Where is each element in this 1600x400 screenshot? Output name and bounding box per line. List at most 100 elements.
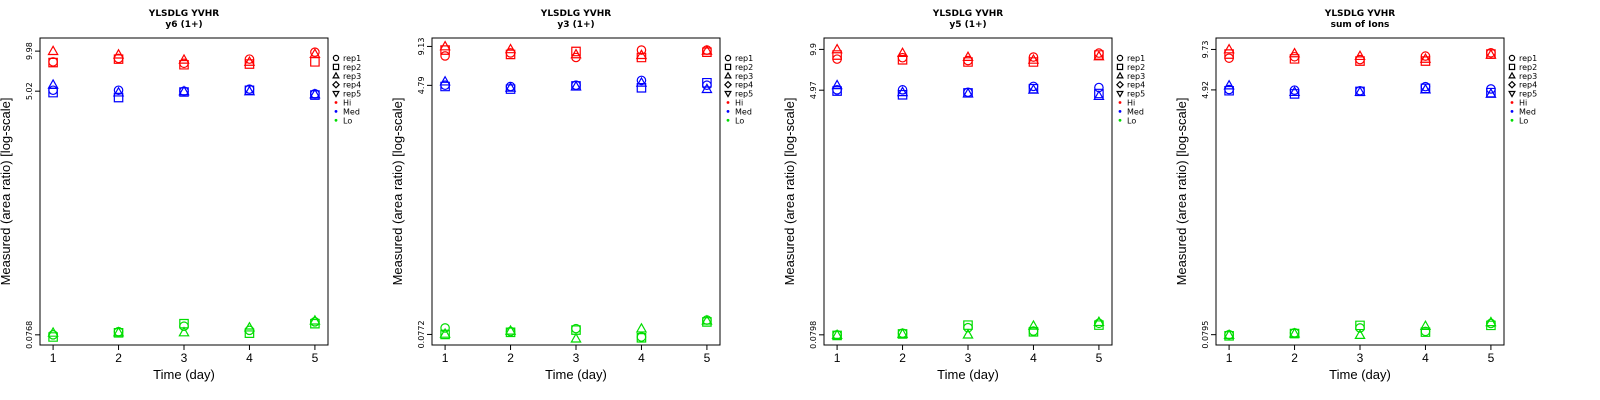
x-tick-label: 3 <box>573 351 580 365</box>
legend-symbol-triangle-up <box>724 71 732 79</box>
legend-label: rep3 <box>1519 72 1537 81</box>
legend-label: rep3 <box>1127 72 1145 81</box>
x-axis-title: Time (day) <box>153 367 215 382</box>
data-point-lo <box>47 326 59 337</box>
legend-symbol-diamond <box>724 80 732 89</box>
legend-symbol-diamond <box>1116 80 1124 89</box>
data-point-med <box>897 85 908 95</box>
data-point-med <box>962 87 974 98</box>
data-point-lo <box>570 332 582 343</box>
data-point-lo <box>635 322 648 333</box>
chart-title: YLSDLG YVHR <box>540 9 611 19</box>
data-point-hi <box>571 52 581 63</box>
legend-label: rep4 <box>735 81 753 90</box>
data-point-lo <box>701 314 713 325</box>
data-points <box>1223 43 1497 341</box>
legend-symbol-diamond <box>332 80 340 89</box>
legend-color-dot <box>1510 101 1514 104</box>
legend-symbol-circle <box>724 54 732 62</box>
data-point-lo <box>896 327 909 338</box>
legend-label: rep1 <box>735 54 753 63</box>
legend-label: rep2 <box>343 63 361 72</box>
data-point-med <box>1027 83 1040 94</box>
y-tick-label: 5.02 <box>25 82 34 100</box>
y-tick-label: 9.73 <box>1201 41 1210 59</box>
legend-label: Med <box>343 107 360 116</box>
y-axis-title: Measured (area ratio) [log-scale] <box>0 98 13 286</box>
legend-symbol-triangle-down <box>724 90 732 98</box>
data-point-lo <box>1486 320 1496 331</box>
plot-frame <box>823 37 1113 346</box>
chart-subtitle: sum of Ions <box>1331 20 1390 30</box>
legend-label: Lo <box>735 116 744 125</box>
data-point-lo <box>571 325 581 335</box>
data-point-med <box>48 87 58 98</box>
x-tick-label: 3 <box>1357 351 1364 365</box>
x-tick-label: 3 <box>181 351 188 365</box>
data-point-hi <box>896 47 909 58</box>
data-point-lo <box>309 314 321 325</box>
data-point-hi <box>1027 53 1040 64</box>
data-point-lo <box>1028 326 1039 336</box>
data-point-hi <box>963 57 973 67</box>
x-tick-label: 1 <box>50 351 57 365</box>
data-point-hi <box>1420 51 1431 61</box>
legend-label: rep2 <box>1127 63 1145 72</box>
data-point-lo <box>636 333 647 343</box>
legend-label: rep1 <box>1519 54 1537 63</box>
data-point-hi <box>310 57 320 67</box>
chart-panel-2: YLSDLG YVHR y3 (1+) 1 2 3 4 5 0.0772 4.79 9.13 Tim… <box>392 0 784 400</box>
legend-label: Lo <box>1519 116 1528 125</box>
x-tick-label: 1 <box>1226 351 1233 365</box>
legend-symbol-circle <box>1508 54 1516 62</box>
y-tick-label: 0.0772 <box>417 320 426 348</box>
data-point-lo <box>962 328 974 339</box>
chart-subtitle: y3 (1+) <box>557 20 594 30</box>
y-tick-label: 0.0798 <box>809 321 818 349</box>
data-point-med <box>832 86 842 96</box>
data-point-med <box>1223 79 1235 90</box>
x-tick-label: 4 <box>638 351 645 365</box>
legend-color-dot <box>1510 118 1514 122</box>
data-point-lo <box>440 323 450 333</box>
legend-label: rep5 <box>1519 90 1537 99</box>
legend-label: rep2 <box>1519 63 1537 72</box>
x-tick-label: 2 <box>115 351 122 365</box>
data-point-hi <box>48 57 58 68</box>
legend-symbol-triangle-up <box>332 71 340 79</box>
data-point-lo <box>48 330 58 340</box>
data-point-lo <box>1093 316 1105 327</box>
legend-symbol-square <box>724 63 732 71</box>
data-point-med <box>440 81 450 92</box>
legend-label: rep5 <box>343 90 361 99</box>
x-tick-label: 3 <box>965 351 972 365</box>
data-point-med <box>48 85 58 96</box>
y-tick-label: 0.0795 <box>1201 321 1210 349</box>
legend-label: Lo <box>343 116 352 125</box>
data-point-med <box>243 85 256 96</box>
data-point-lo <box>1419 319 1432 330</box>
data-point-lo <box>504 324 517 335</box>
data-point-hi <box>1223 43 1235 54</box>
data-point-hi <box>1028 57 1039 67</box>
data-point-hi <box>832 54 842 64</box>
plot-frame <box>431 37 721 346</box>
legend-color-dot <box>726 110 730 113</box>
legend-label: Lo <box>1127 116 1136 125</box>
data-point-hi <box>243 55 256 66</box>
data-point-med <box>113 92 124 103</box>
legend-color-dot <box>1118 118 1122 122</box>
legend-label: rep1 <box>1127 54 1145 63</box>
legend-label: Med <box>735 107 752 116</box>
data-point-hi <box>244 59 255 69</box>
plot-frame <box>39 37 329 346</box>
data-point-hi <box>1419 52 1432 63</box>
data-point-med <box>1224 85 1234 96</box>
